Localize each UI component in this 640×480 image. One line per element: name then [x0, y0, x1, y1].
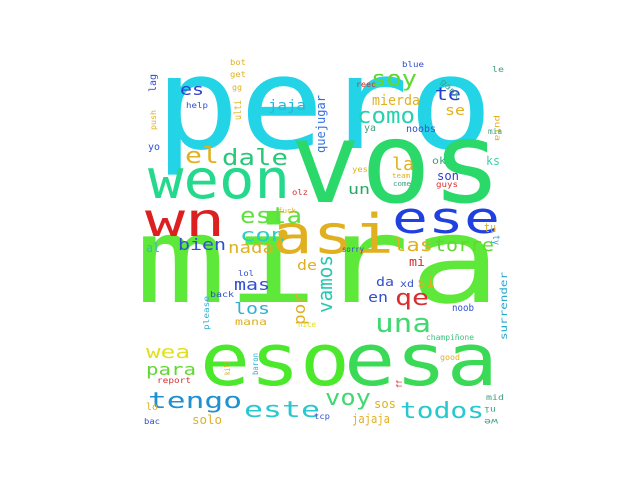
- word: te: [435, 84, 461, 105]
- word: kill: [223, 361, 232, 375]
- word: voy: [325, 386, 371, 411]
- word: es: [180, 80, 204, 99]
- word: jajaja: [352, 412, 390, 426]
- word: surrender: [499, 272, 510, 340]
- word: yes: [352, 165, 368, 174]
- word: ty: [490, 235, 501, 245]
- word: lag: [148, 74, 159, 92]
- word: bot: [230, 58, 246, 67]
- word: help: [186, 101, 208, 110]
- word: bien: [178, 235, 226, 254]
- word: asi: [272, 203, 394, 266]
- word: por: [290, 293, 309, 325]
- word: xd: [400, 279, 414, 290]
- word: qe: [395, 286, 429, 311]
- word: mierda: [372, 93, 420, 109]
- word: vamos: [313, 255, 337, 313]
- word: ya: [364, 123, 376, 134]
- word: se: [445, 103, 465, 119]
- word: de: [297, 258, 317, 274]
- word: le: [492, 65, 504, 74]
- word: esa: [344, 318, 498, 402]
- word: sos: [374, 397, 396, 411]
- word: olz: [292, 188, 308, 197]
- word: wn: [145, 193, 225, 247]
- word: mas: [234, 275, 270, 294]
- word: we: [484, 417, 498, 426]
- word: vos: [290, 99, 502, 229]
- word: todos: [400, 399, 484, 424]
- word: team: [392, 172, 410, 180]
- word: mana: [235, 317, 267, 328]
- word: mid: [486, 393, 504, 402]
- word: ese: [392, 193, 500, 244]
- word: sorry: [342, 245, 364, 254]
- word: torre: [434, 235, 494, 256]
- word: si: [417, 275, 435, 291]
- word: report: [157, 376, 191, 385]
- word: back: [210, 290, 234, 299]
- word: mira: [135, 192, 501, 331]
- word: este: [244, 398, 320, 423]
- word: yo: [148, 142, 160, 153]
- word: el: [185, 144, 219, 169]
- word: pero: [155, 30, 493, 179]
- word: blue: [402, 60, 424, 69]
- word: da: [376, 275, 394, 289]
- word: noob: [452, 303, 474, 314]
- word: esta: [240, 204, 302, 229]
- word: lol: [238, 269, 254, 278]
- word: ok: [432, 156, 446, 167]
- word: la: [392, 154, 414, 175]
- word: las: [393, 235, 433, 256]
- word: get: [230, 70, 246, 79]
- word: come: [393, 180, 411, 188]
- word: los: [234, 299, 270, 318]
- word: dale: [222, 146, 288, 171]
- word: son: [437, 169, 459, 183]
- word: jaja: [268, 98, 306, 114]
- dot-mark: [278, 229, 288, 239]
- word: ks: [486, 154, 500, 168]
- word: para: [146, 360, 196, 379]
- word: mi: [409, 255, 425, 269]
- word: fuck: [278, 207, 297, 215]
- word: please: [202, 296, 211, 330]
- word: ni: [484, 405, 496, 414]
- word: reec: [356, 80, 376, 89]
- word: gg: [232, 83, 242, 92]
- word: en: [368, 290, 388, 306]
- word: una: [375, 309, 431, 339]
- word: wea: [146, 342, 190, 363]
- word: tu: [484, 221, 496, 235]
- word: push: [149, 110, 158, 130]
- word: noobs: [406, 124, 436, 135]
- word: baron: [251, 353, 260, 375]
- word: mia: [488, 127, 502, 136]
- word: weon: [148, 148, 290, 211]
- word: solo: [192, 413, 222, 427]
- word: soy: [371, 67, 417, 92]
- word: al: [146, 241, 160, 255]
- word: guys: [436, 180, 458, 189]
- word: good: [440, 353, 460, 362]
- word: ff: [395, 380, 404, 388]
- word: ulti: [233, 100, 244, 120]
- word: con: [240, 225, 286, 246]
- word: puta: [493, 115, 502, 141]
- word: nice: [298, 320, 316, 329]
- word: quejugar: [314, 95, 328, 153]
- word: nada: [228, 238, 274, 257]
- word: un: [348, 182, 370, 198]
- word: tcp: [314, 412, 330, 421]
- word: lo: [146, 402, 158, 413]
- word: eso: [200, 318, 350, 402]
- word: bac: [144, 417, 160, 426]
- word: champiñone: [426, 333, 474, 342]
- word: tengo: [148, 389, 242, 414]
- word: como: [357, 104, 415, 129]
